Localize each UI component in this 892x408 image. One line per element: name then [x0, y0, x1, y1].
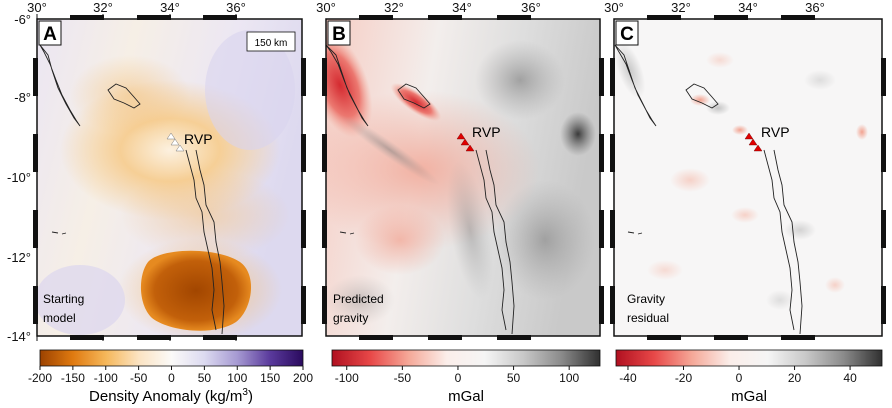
colorbar-predicted-ticks: -100 -50 0 50 100 [335, 366, 580, 385]
panel-b: 30° 32° 34° 36° B RVP Predicted gravity [316, 0, 604, 340]
colorbar-residual: -40 -20 0 20 40 mGal [615, 349, 883, 405]
rvp-triangles [166, 132, 185, 152]
panel-a-coastlines [39, 44, 225, 335]
lon-tick-label: 36° [521, 0, 541, 15]
panel-c-caption-line-1: Gravity [627, 292, 665, 306]
colorbar-tick-label: 100 [227, 371, 247, 385]
lon-tick-label: 34° [738, 0, 758, 15]
lat-tick-label: -14° [7, 329, 31, 344]
scale-bar-label: 150 km [255, 38, 288, 49]
panel-c-caption-line-2: residual [627, 311, 669, 325]
lat-tick-label: -12° [7, 250, 31, 265]
colorbar-tick-label: 50 [507, 371, 521, 385]
colorbar-tick-label: -20 [675, 371, 693, 385]
colorbar-tick-label: -150 [61, 371, 85, 385]
rvp-label: RVP [184, 131, 213, 147]
panel-a-frame-bars [33, 15, 306, 340]
lon-tick-label: 36° [226, 0, 246, 15]
colorbar-predicted-label: mGal [448, 388, 484, 405]
colorbar-density: -200 -150 -100 -50 0 50 100 150 200 Density Anom… [28, 349, 313, 405]
colorbar-density-ramp [39, 349, 304, 367]
colorbar-tick-label: 150 [260, 371, 280, 385]
panel-b-frame-bars [322, 15, 604, 340]
colorbar-tick-label: -50 [130, 371, 148, 385]
panel-b-caption-line-2: gravity [333, 311, 368, 325]
panel-b-tick-labels: 30° 32° 34° 36° [316, 0, 541, 15]
panel-c-frame-bars [610, 15, 886, 340]
panel-c-field [614, 19, 882, 336]
colorbar-tick-label: -40 [619, 371, 637, 385]
lon-tick-label: 30° [604, 0, 624, 15]
rvp-label: RVP [472, 124, 501, 140]
colorbar-tick-label: -50 [394, 371, 412, 385]
panel-c-coastlines [614, 44, 803, 335]
colorbar-tick-label: 50 [198, 371, 212, 385]
lon-tick-label: 32° [671, 0, 691, 15]
panel-a: 30° 32° 34° 36° -6° -8° -10° -12° -14° A… [7, 0, 306, 344]
colorbar-predicted-ramp [331, 349, 601, 367]
panel-b-coastlines [326, 44, 515, 335]
rvp-triangles [456, 132, 475, 152]
lon-tick-label: 34° [160, 0, 180, 15]
colorbar-tick-label: -200 [28, 371, 52, 385]
rvp-label: RVP [761, 124, 790, 140]
panel-b-frame [325, 18, 601, 337]
colorbar-tick-label: 200 [293, 371, 313, 385]
panel-a-letter: A [43, 24, 57, 45]
lon-tick-label: 34° [452, 0, 472, 15]
panel-c: 30° 32° 34° 36° C RVP Gravity residual [604, 0, 886, 340]
lat-tick-label: -10° [7, 170, 31, 185]
colorbar-residual-ramp [615, 349, 883, 367]
panel-a-caption-line-1: Starting [43, 292, 84, 306]
lat-tick-label: -8° [14, 90, 31, 105]
panel-c-letter: C [620, 24, 634, 45]
lat-tick-label: -6° [14, 12, 31, 27]
colorbar-predicted: -100 -50 0 50 100 mGal [331, 349, 601, 405]
colorbar-residual-ticks: -40 -20 0 20 40 [619, 366, 857, 385]
colorbar-tick-label: 40 [843, 371, 857, 385]
panel-c-tick-labels: 30° 32° 34° 36° [604, 0, 825, 15]
panel-c-letter-box [615, 20, 639, 46]
panel-a-tick-labels: 30° 32° 34° 36° -6° -8° -10° -12° -14° [7, 0, 246, 344]
colorbar-tick-label: 0 [168, 371, 175, 385]
scale-bar-box [246, 31, 296, 52]
panel-b-field [326, 19, 600, 336]
panel-b-caption-line-1: Predicted [333, 292, 384, 306]
colorbar-tick-label: -100 [94, 371, 118, 385]
colorbar-tick-label: -100 [335, 371, 359, 385]
lon-tick-label: 36° [805, 0, 825, 15]
colorbar-density-ticks: -200 -150 -100 -50 0 50 100 150 200 [28, 366, 313, 385]
lon-tick-label: 32° [93, 0, 113, 15]
colorbar-tick-label: 20 [788, 371, 802, 385]
panel-a-caption-line-2: model [43, 311, 76, 325]
colorbar-tick-label: 0 [455, 371, 462, 385]
rvp-triangles [744, 132, 763, 152]
colorbar-tick-label: 0 [736, 371, 743, 385]
panel-b-letter: B [332, 24, 346, 45]
colorbar-density-label: Density Anomaly (kg/m3) [89, 387, 253, 405]
colorbar-tick-label: 100 [559, 371, 579, 385]
lon-tick-label: 32° [384, 0, 404, 15]
lon-tick-label: 30° [316, 0, 336, 15]
panel-b-letter-box [327, 20, 351, 46]
panel-a-letter-box [38, 20, 62, 46]
colorbar-residual-label: mGal [731, 388, 767, 405]
lon-tick-label: 30° [27, 0, 47, 15]
